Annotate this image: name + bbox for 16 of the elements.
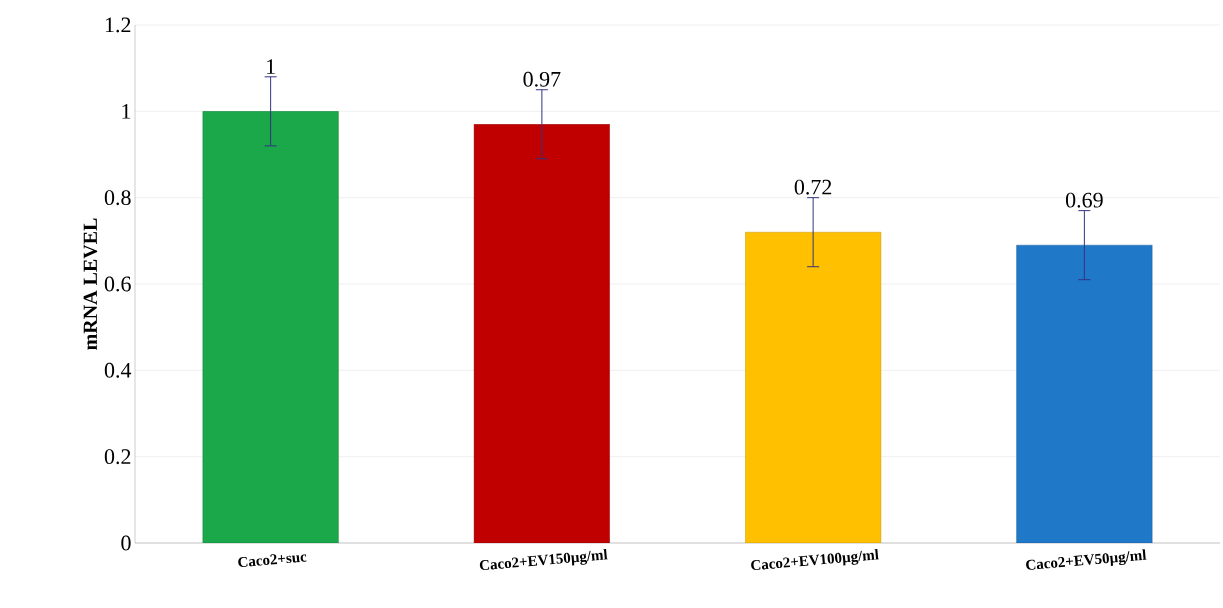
y-axis-title: mRNA LEVEL: [83, 218, 98, 350]
y-tick-label: 1.2: [105, 17, 131, 33]
y-tick-label: 0.4: [104, 362, 132, 378]
y-tick-label: 1: [122, 104, 131, 119]
y-tick-label: 0: [121, 535, 131, 551]
data-label: 0.69: [1065, 192, 1103, 208]
y-tick-label: 0.2: [104, 449, 131, 465]
data-label: 0.72: [794, 179, 832, 195]
data-label: 1: [267, 59, 275, 74]
data-label: 0.97: [523, 71, 561, 87]
x-tick-label: Caco2+EV50µg/ml: [1026, 549, 1147, 570]
y-tick-label: 0.8: [104, 190, 131, 206]
x-tick-label: Caco2+suc: [238, 554, 307, 568]
x-tick-label: Caco2+EV100µg/ml: [751, 548, 879, 571]
y-tick-label: 0.6: [104, 276, 131, 292]
x-tick-label: Caco2+EV150µg/ml: [479, 548, 608, 571]
